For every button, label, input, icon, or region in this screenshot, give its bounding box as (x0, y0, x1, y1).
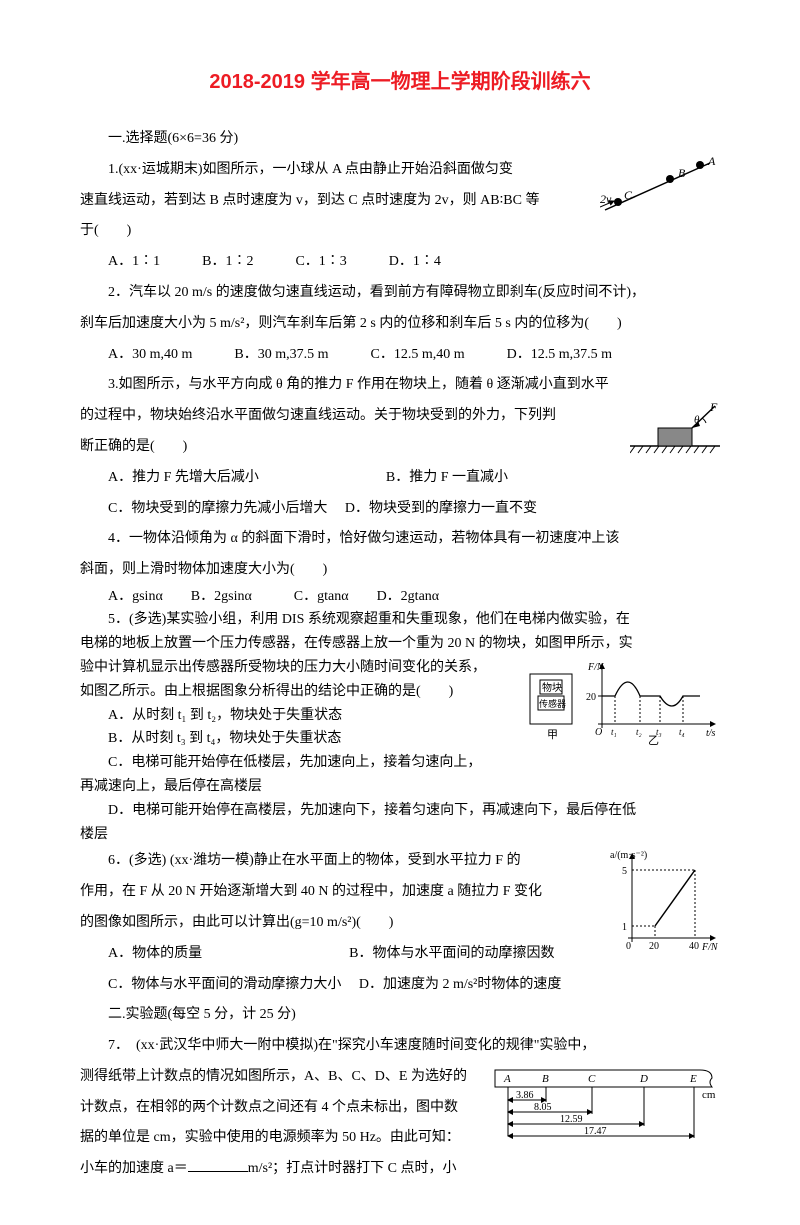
q6-optC: C．物体与水平面间的滑动摩擦力大小 (108, 977, 341, 992)
section-1-heading: 一.选择题(6×6=36 分) (80, 124, 720, 155)
q6-optA: A．物体的质量 (108, 946, 202, 961)
label-20: 20 (586, 692, 596, 703)
q2-options: A．30 m,40 m B．30 m,37.5 m C．12.5 m,40 m … (80, 340, 720, 371)
q3-optD: D．物块受到的摩擦力一直不变 (345, 501, 537, 516)
q7-line1: 7． (xx·武汉华中师大一附中模拟)在"探究小车速度随时间变化的规律"实验中， (80, 1031, 720, 1062)
q4-line2: 斜面，则上滑时物体加速度大小为( ) (80, 555, 720, 586)
question-5: 5．(多选)某实验小组，利用 DIS 系统观察超重和失重现象，他们在电梯内做实验… (80, 608, 720, 846)
m3: 12.59 (560, 1114, 583, 1125)
q4-line1: 4．一物体沿倾角为 α 的斜面下滑时，恰好做匀速运动，若物体具有一初速度冲上该 (80, 524, 720, 555)
tape-B: B (542, 1073, 549, 1085)
question-2: 2．汽车以 20 m/s 的速度做匀速直线运动，看到前方有障碍物立即刹车(反应时… (80, 278, 720, 370)
document-title: 2018-2019 学年高一物理上学期阶段训练六 (80, 60, 720, 104)
q3-row1: A．推力 F 先增大后减小 B．推力 F 一直减小 (80, 463, 720, 494)
label-t2: t₂ (636, 727, 642, 737)
q5-optD2: 楼层 (80, 823, 720, 847)
label-t1: t₁ (611, 727, 617, 737)
label-C: C (624, 188, 633, 202)
q7-line5: 小车的加速度 a＝ m/s²；打点计时器打下 C 点时，小 (80, 1154, 720, 1185)
blank-input[interactable] (188, 1157, 248, 1172)
section-2-heading: 二.实验题(每空 5 分，计 25 分) (80, 1000, 720, 1031)
x0: 0 (626, 941, 631, 952)
label-block: 物块 (542, 681, 562, 694)
tape-D: D (639, 1073, 648, 1085)
q3-line1: 3.如图所示，与水平方向成 θ 角的推力 F 作用在物块上，随着 θ 逐渐减小直… (80, 370, 720, 401)
label-2v: 2v (600, 192, 612, 206)
q2-line2: 刹车后加速度大小为 5 m/s²，则汽车刹车后第 2 s 内的位移和刹车后 5 … (80, 309, 720, 340)
x20: 20 (649, 941, 659, 952)
q1-options: A．1∶1 B．1∶2 C．1∶3 D．1∶4 (80, 247, 720, 278)
question-6: a/(m·s⁻²) F/N 1 5 0 20 40 6．(多选) (xx·潍坊一… (80, 846, 720, 1000)
q6-optB: B．物体与水平面间的动摩擦因数 (349, 946, 554, 961)
question-7: 7． (xx·武汉华中师大一附中模拟)在"探究小车速度随时间变化的规律"实验中，… (80, 1031, 720, 1185)
y1: 1 (622, 922, 627, 933)
q6-row2: C．物体与水平面间的滑动摩擦力大小 D．加速度为 2 m/s²时物体的速度 (80, 970, 720, 1001)
label-cap1: 甲 (547, 729, 558, 741)
x40: 40 (689, 941, 699, 952)
q3-optB: B．推力 F 一直减小 (386, 470, 508, 485)
tape-A: A (503, 1073, 511, 1085)
label-O: O (595, 727, 602, 738)
label-theta: θ (694, 414, 700, 426)
q3-row2: C．物块受到的摩擦力先减小后增大 D．物块受到的摩擦力一直不变 (80, 494, 720, 525)
label-F: F (709, 401, 718, 414)
m4: 17.47 (584, 1126, 607, 1137)
tape-E: E (689, 1073, 697, 1085)
m2: 8.05 (534, 1102, 552, 1113)
q3-line3: 断正确的是( ) (80, 432, 720, 463)
figure-q3: F θ (630, 401, 720, 456)
q7-line5b: m/s²；打点计时器打下 C 点时，小 (248, 1161, 457, 1176)
q5-line2: 电梯的地板上放置一个压力传感器，在传感器上放一个重为 20 N 的物块，如图甲所… (80, 632, 720, 656)
page: 2018-2019 学年高一物理上学期阶段训练六 一.选择题(6×6=36 分)… (0, 0, 800, 1225)
question-1: A B C 2v 1.(xx·运城期末)如图所示，一小球从 A 点由静止开始沿斜… (80, 155, 720, 278)
question-4: 4．一物体沿倾角为 α 的斜面下滑时，恰好做匀速运动，若物体具有一初速度冲上该 … (80, 524, 720, 608)
q3-line2: 的过程中，物块始终沿水平面做匀速直线运动。关于物块受到的外力，下列判 (80, 401, 720, 432)
tape-unit: cm (702, 1089, 716, 1101)
q1-line1: 1.(xx·运城期末)如图所示，一小球从 A 点由静止开始沿斜面做匀变 (80, 155, 720, 186)
q5-line1: 5．(多选)某实验小组，利用 DIS 系统观察超重和失重现象，他们在电梯内做实验… (80, 608, 720, 632)
q5-optD1: D．电梯可能开始停在高楼层，先加速向下，接着匀速向下，再减速向下，最后停在低 (80, 799, 720, 823)
xlabel: F/N (701, 942, 719, 953)
tape-C: C (588, 1073, 596, 1085)
label-sensor: 传感器 (539, 698, 566, 709)
q5-optC2: 再减速向上，最后停在高楼层 (80, 775, 720, 799)
label-t4: t₄ (679, 727, 685, 737)
q3-optC: C．物块受到的摩擦力先减小后增大 (108, 501, 327, 516)
q2-line1: 2．汽车以 20 m/s 的速度做匀速直线运动，看到前方有障碍物立即刹车(反应时… (80, 278, 720, 309)
label-cap2: 乙 (648, 734, 659, 746)
label-FN: F/N (587, 662, 605, 673)
figure-q5: 物块 传感器 甲 F/N t/s 20 t₁ t₂ t₃ t₄ O (520, 656, 720, 746)
label-ts: t/s (706, 728, 716, 739)
q4-options: A．gsinα B．2gsinα C．gtanα D．2gtanα (80, 586, 720, 608)
q3-optA: A．推力 F 先增大后减小 (108, 470, 259, 485)
m1: 3.86 (516, 1090, 534, 1101)
question-3: 3.如图所示，与水平方向成 θ 角的推力 F 作用在物块上，随着 θ 逐渐减小直… (80, 370, 720, 524)
q7-line5a: 小车的加速度 a＝ (80, 1161, 188, 1176)
q5-optC1: C．电梯可能开始停在低楼层，先加速向上，接着匀速向上， (80, 751, 720, 775)
q6-line1: 6．(多选) (xx·潍坊一模)静止在水平面上的物体，受到水平拉力 F 的 (80, 846, 720, 877)
q1-line3: 于( ) (80, 216, 720, 247)
q6-optD: D．加速度为 2 m/s²时物体的速度 (359, 977, 562, 992)
